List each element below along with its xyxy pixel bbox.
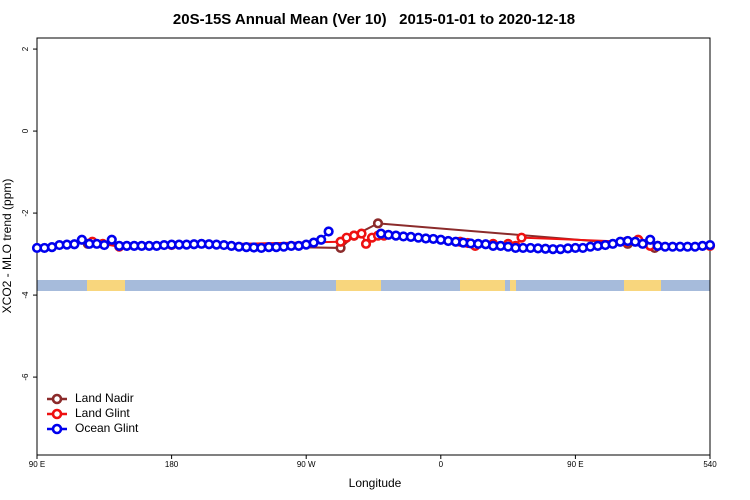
legend-marker <box>51 423 63 435</box>
land-band <box>510 280 516 291</box>
y-tick-label: -6 <box>21 373 30 381</box>
surface-mask <box>37 280 710 291</box>
land-band <box>336 280 381 291</box>
legend-marker <box>51 393 63 405</box>
legend-marker <box>51 408 63 420</box>
x-tick-label: 90 W <box>297 460 316 469</box>
land-band <box>87 280 125 291</box>
data-point <box>76 234 87 245</box>
data-point <box>645 234 656 245</box>
data-point <box>372 218 384 229</box>
x-tick-label: 540 <box>703 460 717 469</box>
data-point <box>316 234 327 245</box>
y-tick-label: 2 <box>21 46 30 51</box>
chart-title: 20S-15S Annual Mean (Ver 10) 2015-01-01 … <box>173 11 575 28</box>
x-tick-label: 90 E <box>29 460 45 469</box>
data-point <box>356 228 367 239</box>
legend-label: Land Glint <box>75 406 130 420</box>
data-point <box>99 239 110 251</box>
data-point <box>106 234 117 245</box>
data-point <box>69 239 80 250</box>
x-tick-label: 90 E <box>567 460 583 469</box>
legend-label: Ocean Glint <box>75 421 139 435</box>
land-band <box>460 280 505 291</box>
y-tick-label: 0 <box>21 128 30 133</box>
y-tick-label: -4 <box>21 291 30 299</box>
data-point <box>704 239 716 251</box>
data-point <box>637 238 648 249</box>
land-band <box>624 280 661 291</box>
data-point <box>516 232 527 243</box>
x-tick-label: 0 <box>439 460 444 469</box>
y-tick-label: -2 <box>21 209 30 217</box>
x-axis-label: Longitude <box>349 476 402 490</box>
data-point <box>360 238 372 249</box>
data-point <box>323 226 334 237</box>
legend-label: Land Nadir <box>75 391 134 405</box>
y-axis-label: XCO2 - MLO trend (ppm) <box>0 179 14 314</box>
x-tick-label: 180 <box>165 460 179 469</box>
